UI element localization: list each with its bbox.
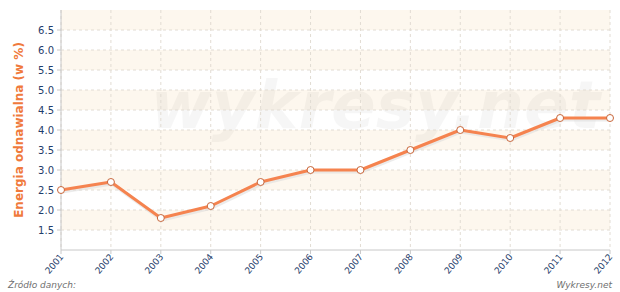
tick: [57, 170, 61, 171]
tick-label: 2.5: [38, 185, 54, 196]
tick: [57, 90, 61, 91]
watermark: wykresy.net: [151, 67, 603, 144]
y-ticks: 1.5 2.0 2.5 3.0 3.5 4.0 4.5 5.0 5.5 6.0 6.5: [38, 25, 61, 236]
tick: [360, 250, 361, 254]
tick-label: 2001: [43, 252, 65, 276]
grid-line: [310, 10, 311, 250]
marker: [207, 203, 214, 210]
tick: [57, 50, 61, 51]
tick-label: 2004: [193, 252, 216, 276]
tick: [110, 250, 111, 254]
tick: [57, 30, 61, 31]
tick-label: 2.0: [38, 205, 54, 216]
source: Źródło danych:: [7, 279, 76, 290]
marker: [357, 167, 364, 174]
grid-line: [610, 10, 611, 250]
tick: [410, 250, 411, 254]
tick-label: 2003: [143, 252, 165, 276]
marker: [107, 179, 114, 186]
x-ticks: 2001 2002 2003 2004 2005 2006 2007 2008 2009 2010…: [43, 250, 614, 276]
grid-line: [410, 10, 411, 250]
line: [61, 118, 610, 218]
tick: [460, 250, 461, 254]
marker: [157, 215, 164, 222]
tick: [260, 250, 261, 254]
grid-line: [61, 30, 610, 31]
grid-line: [61, 70, 610, 71]
tick-label: 3.0: [38, 165, 54, 176]
plot-area: [61, 10, 610, 250]
tick: [57, 150, 61, 151]
marker: [607, 115, 614, 122]
tick: [210, 250, 211, 254]
marker: [307, 167, 314, 174]
tick-label: 5.0: [38, 85, 54, 96]
tick-label: 4.5: [38, 105, 54, 116]
tick-label: 2009: [442, 252, 465, 276]
grid-band: [61, 210, 610, 230]
tick-label: 6.0: [38, 45, 54, 56]
grid-line: [210, 10, 211, 250]
grid-line: [61, 50, 610, 51]
grid-line: [61, 230, 610, 231]
grid: [61, 10, 610, 250]
plot-background: [61, 10, 610, 250]
tick-label: 4.0: [38, 125, 54, 136]
credit: Wykresy.net: [556, 280, 612, 290]
chart: wykresy.net 1.5 2.0 2.5 3.0 3.5 4.0 4.5 5.0 5.5 6.…: [0, 0, 620, 292]
grid-line: [560, 10, 561, 250]
grid-line: [61, 210, 610, 211]
tick-label: 2010: [492, 252, 515, 276]
tick: [160, 250, 161, 254]
tick: [310, 250, 311, 254]
tick: [57, 70, 61, 71]
tick: [61, 250, 62, 254]
tick-label: 6.5: [38, 25, 54, 36]
tick-label: 1.5: [38, 225, 54, 236]
tick: [57, 130, 61, 131]
grid-line: [110, 10, 111, 250]
tick: [560, 250, 561, 254]
tick-label: 2011: [542, 252, 564, 276]
x-axis: [61, 250, 610, 251]
grid-line: [61, 190, 610, 191]
marker: [257, 179, 264, 186]
tick-label: 2007: [343, 252, 365, 276]
tick-label: 2006: [293, 252, 316, 276]
grid-line: [61, 150, 610, 151]
grid-line: [260, 10, 261, 250]
marker: [557, 115, 564, 122]
tick-label: 2008: [393, 252, 416, 276]
tick-label: 2005: [243, 252, 265, 276]
grid-line: [510, 10, 511, 250]
grid-line: [61, 110, 610, 111]
marker: [407, 147, 414, 154]
tick: [510, 250, 511, 254]
tick: [57, 110, 61, 111]
tick: [57, 230, 61, 231]
grid-line: [360, 10, 361, 250]
tick-label: 5.5: [38, 65, 54, 76]
tick: [57, 210, 61, 211]
grid-line: [61, 90, 610, 91]
marker: [58, 187, 65, 194]
series: [58, 115, 614, 222]
tick: [610, 250, 611, 254]
marker: [457, 127, 464, 134]
tick-label: 3.5: [38, 145, 54, 156]
tick-label: 2002: [93, 252, 115, 276]
axis-title: Energia odnawialna (w %): [12, 42, 26, 218]
grid-band: [61, 10, 610, 30]
tick-label: 2012: [592, 252, 614, 276]
marker: [507, 135, 514, 142]
